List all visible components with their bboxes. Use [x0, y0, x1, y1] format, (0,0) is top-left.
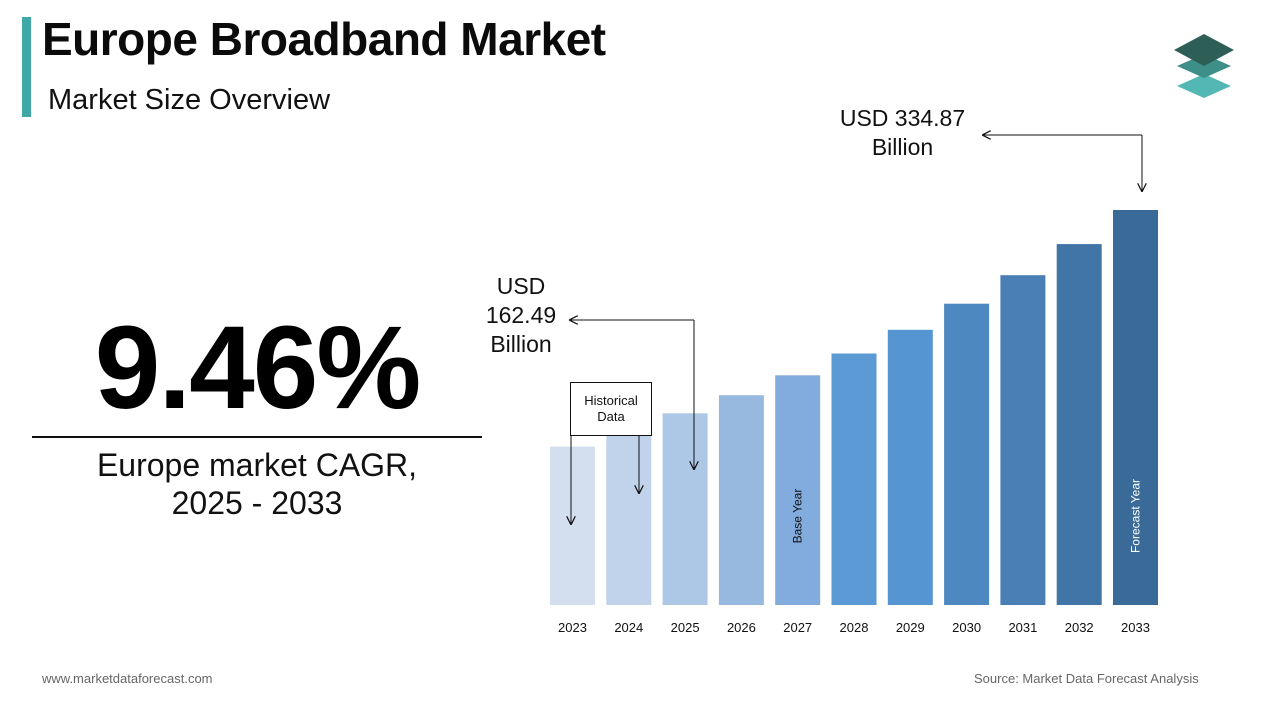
bar-2025: [662, 413, 708, 605]
source-note: Source: Market Data Forecast Analysis: [974, 671, 1199, 686]
historical-line2: Data: [597, 409, 625, 424]
bar-annotation-2027: Base Year: [791, 489, 805, 544]
cagr-label-line1: Europe market CAGR,: [96, 447, 418, 483]
bar-2023: [550, 446, 595, 605]
bar-2028: [831, 353, 877, 605]
bar-2026: [718, 395, 764, 605]
end-value-callout: USD 334.87 Billion: [820, 104, 985, 162]
cagr-label: Europe market CAGR, 2025 - 2033: [32, 446, 482, 522]
page-subtitle: Market Size Overview: [48, 84, 331, 116]
x-tick-label-2023: 2023: [558, 620, 587, 635]
title-accent-bar: [22, 17, 31, 117]
bar-2029: [887, 329, 933, 605]
bar-2033: [1113, 210, 1158, 605]
bar-2024: [606, 430, 652, 605]
x-tick-label-2028: 2028: [840, 620, 869, 635]
bar-2031: [1000, 275, 1046, 605]
cagr-label-line2: 2025 - 2033: [171, 485, 343, 521]
start-value-line1: USD: [496, 273, 546, 299]
x-tick-label-2027: 2027: [783, 620, 812, 635]
end-value-line1: USD 334.87: [839, 105, 966, 131]
x-tick-label-2030: 2030: [952, 620, 981, 635]
x-tick-label-2026: 2026: [727, 620, 756, 635]
start-value-callout: USD 162.49 Billion: [474, 272, 568, 359]
end-value-line2: Billion: [871, 134, 934, 160]
x-tick-label-2025: 2025: [671, 620, 700, 635]
start-value-line3: Billion: [490, 331, 552, 357]
x-tick-label-2029: 2029: [896, 620, 925, 635]
page-title: Europe Broadband Market: [42, 13, 606, 65]
bar-2027: [775, 375, 821, 605]
cagr-divider: [32, 436, 482, 438]
historical-data-box: Historical Data: [570, 382, 652, 436]
start-value-line2: 162.49: [485, 302, 557, 328]
historical-line1: Historical: [584, 393, 638, 408]
x-tick-label-2031: 2031: [1008, 620, 1037, 635]
bar-2032: [1056, 244, 1102, 605]
x-tick-label-2032: 2032: [1065, 620, 1094, 635]
x-tick-label-2033: 2033: [1121, 620, 1150, 635]
cagr-value: 9.46%: [94, 302, 422, 434]
bar-annotation-2033: Forecast Year: [1129, 479, 1143, 553]
x-tick-label-2024: 2024: [614, 620, 643, 635]
bar-2030: [944, 303, 990, 605]
website-url: www.marketdataforecast.com: [42, 671, 213, 686]
layers-logo-icon: [1174, 34, 1234, 98]
